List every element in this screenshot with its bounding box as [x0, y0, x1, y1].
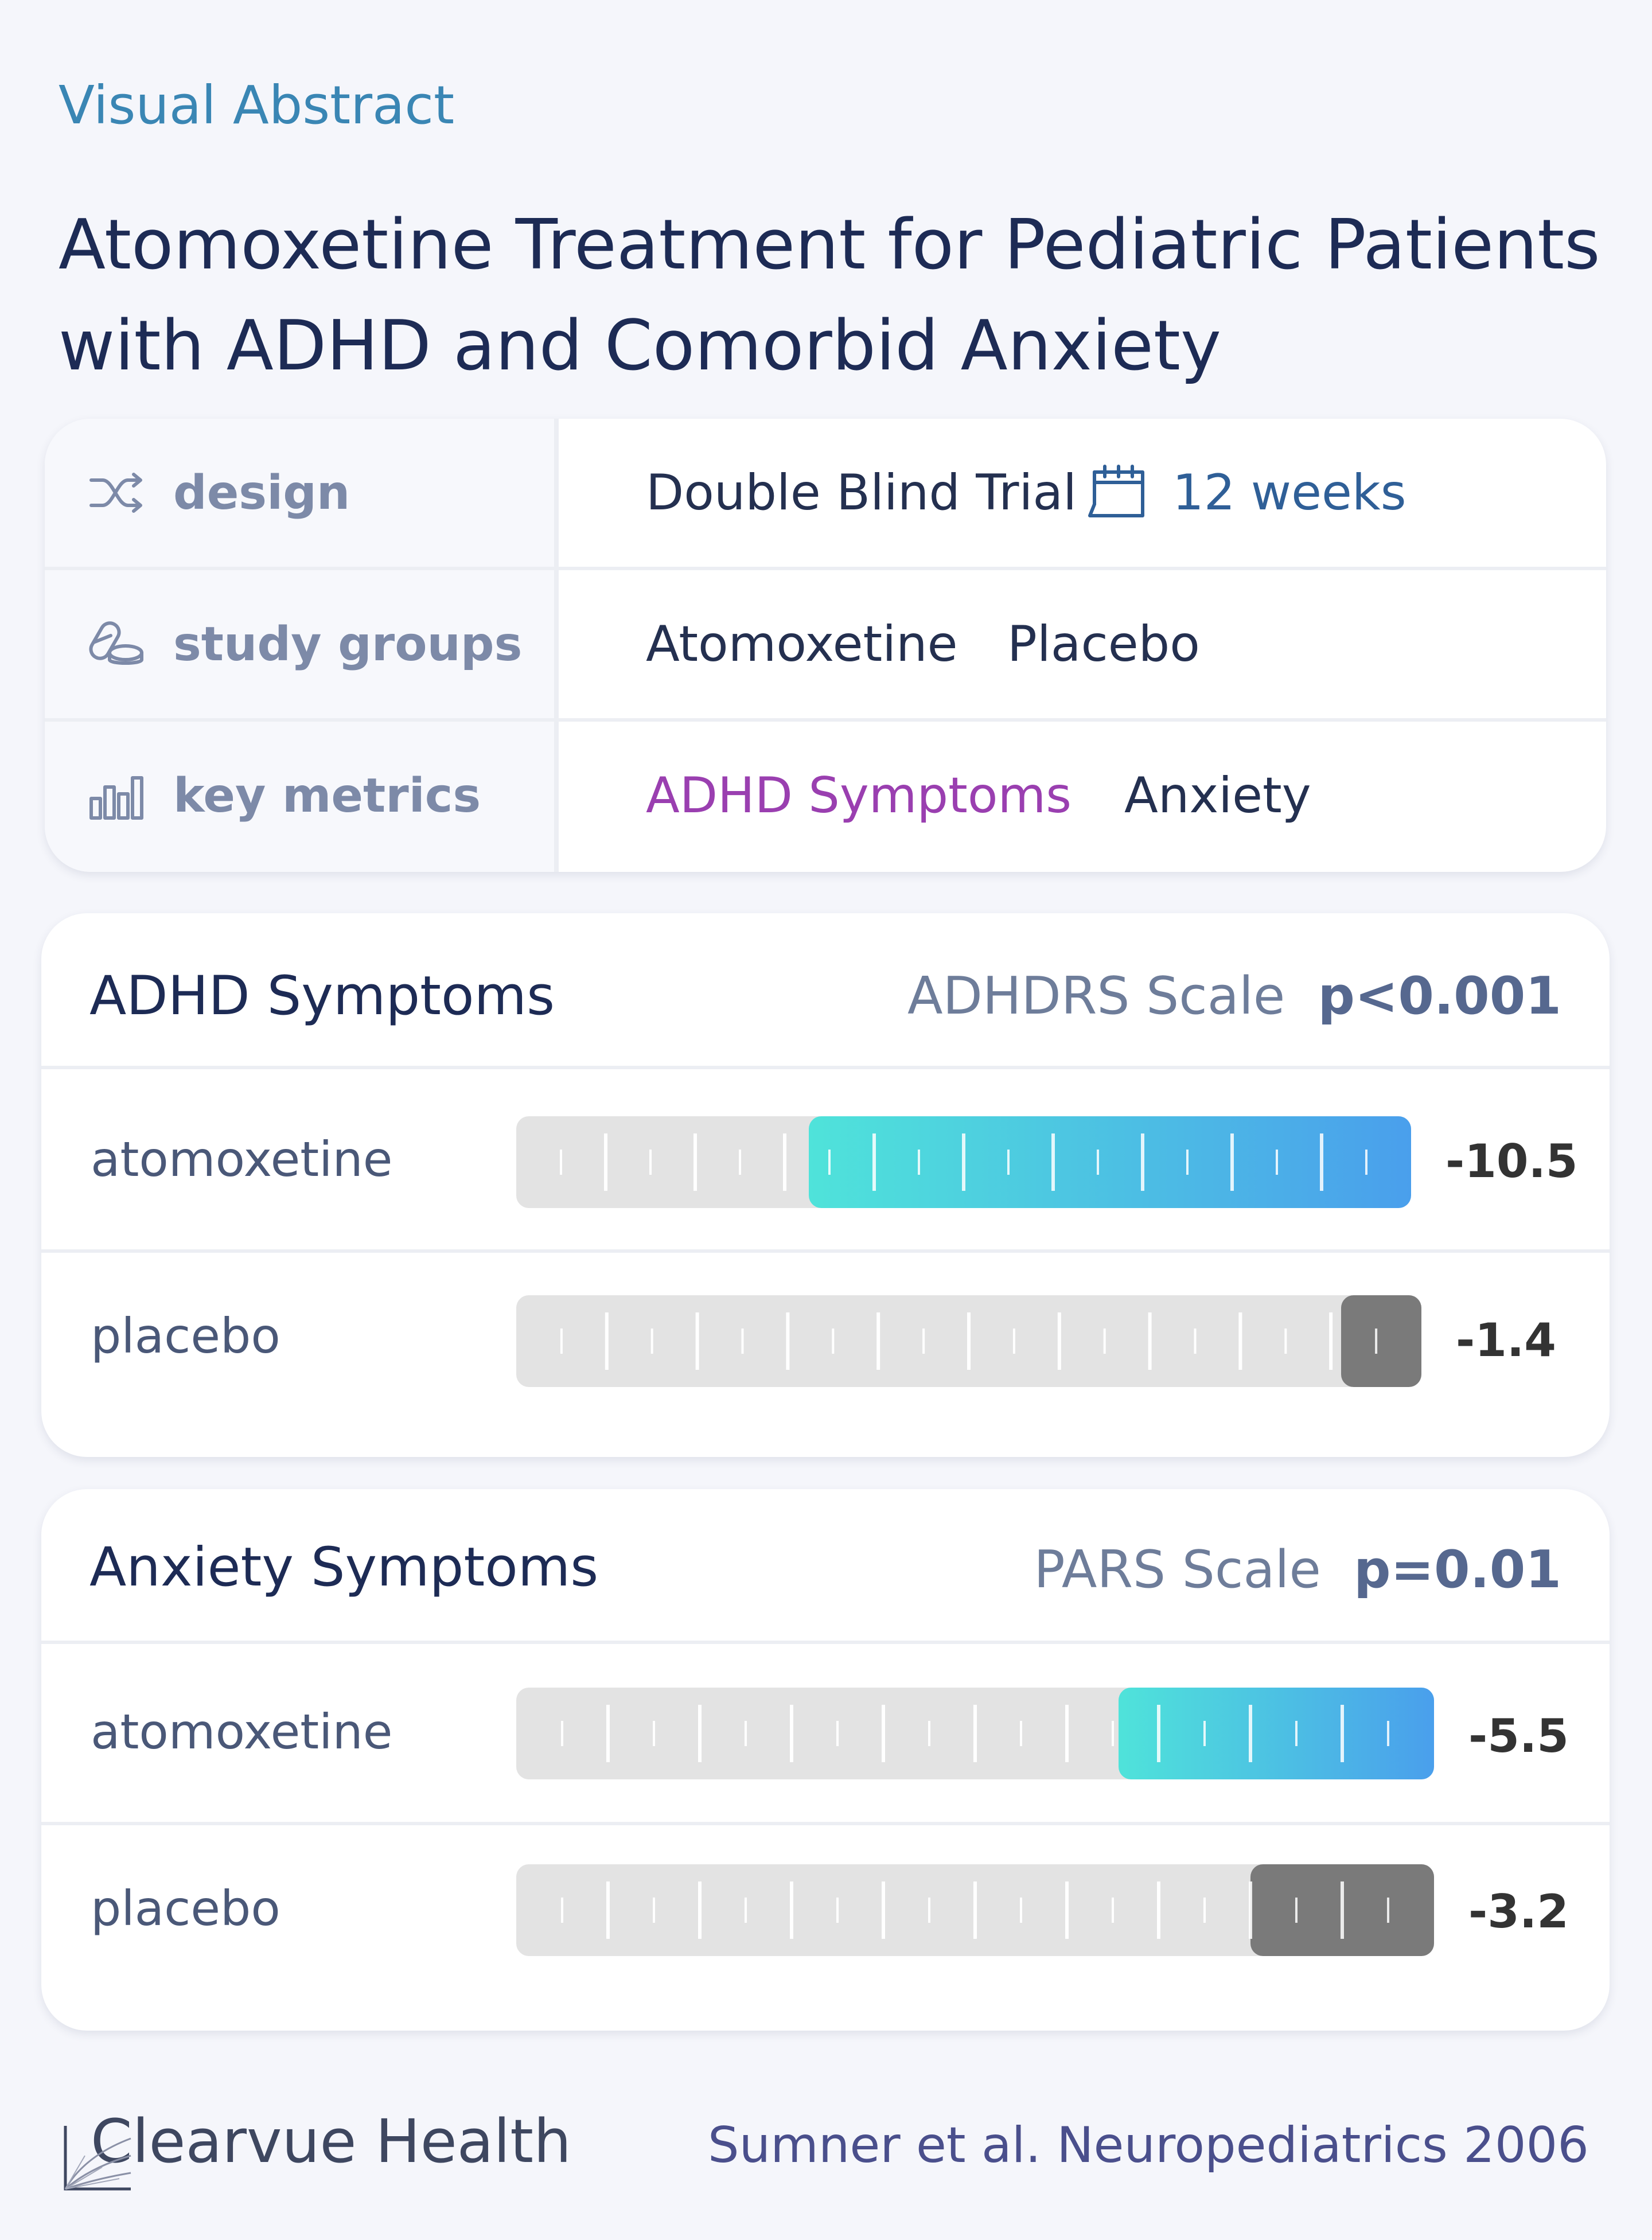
bar-value-atomoxetine: -5.5	[1468, 1709, 1569, 1763]
bar-fill	[1341, 1295, 1421, 1387]
calendar-icon	[1085, 464, 1150, 521]
bar-value-atomoxetine: -10.5	[1446, 1135, 1578, 1188]
scale-name: PARS Scale	[1034, 1540, 1321, 1600]
metric-adhd: ADHD Symptoms	[646, 767, 1072, 824]
bar-label-placebo: placebo	[91, 1308, 280, 1364]
bar-atomoxetine	[516, 1688, 1434, 1779]
card-scale: PARS Scale p=0.01	[1034, 1540, 1561, 1600]
group-placebo: Placebo	[1007, 615, 1200, 673]
divider	[45, 567, 1606, 570]
metric-anxiety: Anxiety	[1124, 767, 1311, 824]
info-label-metrics: key metrics	[173, 768, 481, 823]
card-scale: ADHDRS Scale p<0.001	[907, 966, 1561, 1026]
anxiety-results-card: Anxiety Symptoms PARS Scale p=0.01 atomo…	[41, 1489, 1610, 2031]
bar-label-atomoxetine: atomoxetine	[91, 1704, 393, 1760]
duration-label: 12 weeks	[1172, 464, 1406, 521]
divider	[41, 1249, 1610, 1253]
page-title: Atomoxetine Treatment for Pediatric Pati…	[59, 205, 1600, 386]
bar-placebo	[516, 1864, 1434, 1956]
bar-atomoxetine	[516, 1116, 1411, 1208]
bar-label-placebo: placebo	[91, 1880, 280, 1937]
citation: Sumner et al. Neuropediatrics 2006	[708, 2117, 1589, 2174]
eyebrow-label: Visual Abstract	[59, 75, 455, 136]
divider	[41, 1641, 1610, 1644]
brand-mark-icon	[64, 2126, 131, 2191]
brand-logo: Clearvue Health	[63, 2106, 571, 2191]
info-row-groups: study groups Atomoxetine Placebo	[45, 570, 1606, 718]
info-row-design: design Double Blind Trial 12 weeks	[45, 419, 1606, 567]
info-label-groups: study groups	[173, 617, 523, 672]
brand-name: Clearvue Health	[91, 2106, 571, 2176]
info-row-metrics: key metrics ADHD Symptoms Anxiety	[45, 722, 1606, 870]
bar-chart-icon	[85, 722, 148, 870]
group-atomoxetine: Atomoxetine	[646, 615, 958, 673]
info-label-design: design	[173, 465, 350, 520]
bar-fill	[809, 1116, 1411, 1208]
duration-value: 12 weeks	[1085, 419, 1406, 567]
divider	[554, 419, 559, 872]
shuffle-icon	[85, 419, 148, 567]
bar-placebo	[516, 1295, 1421, 1387]
divider	[41, 1066, 1610, 1069]
card-title: ADHD Symptoms	[89, 965, 555, 1027]
scale-name: ADHDRS Scale	[907, 966, 1285, 1026]
adhd-results-card: ADHD Symptoms ADHDRS Scale p<0.001 atomo…	[41, 913, 1610, 1457]
bar-label-atomoxetine: atomoxetine	[91, 1131, 393, 1187]
p-value: p<0.001	[1318, 966, 1561, 1026]
pills-icon	[85, 570, 148, 718]
divider	[41, 1822, 1610, 1825]
bar-value-placebo: -3.2	[1468, 1885, 1569, 1938]
bar-fill	[1119, 1688, 1434, 1779]
card-title: Anxiety Symptoms	[89, 1536, 599, 1599]
p-value: p=0.01	[1354, 1540, 1561, 1600]
study-info-table: design Double Blind Trial 12 weeks	[45, 419, 1606, 872]
design-value: Double Blind Trial	[646, 464, 1077, 521]
divider	[45, 718, 1606, 722]
bar-value-placebo: -1.4	[1456, 1314, 1556, 1367]
